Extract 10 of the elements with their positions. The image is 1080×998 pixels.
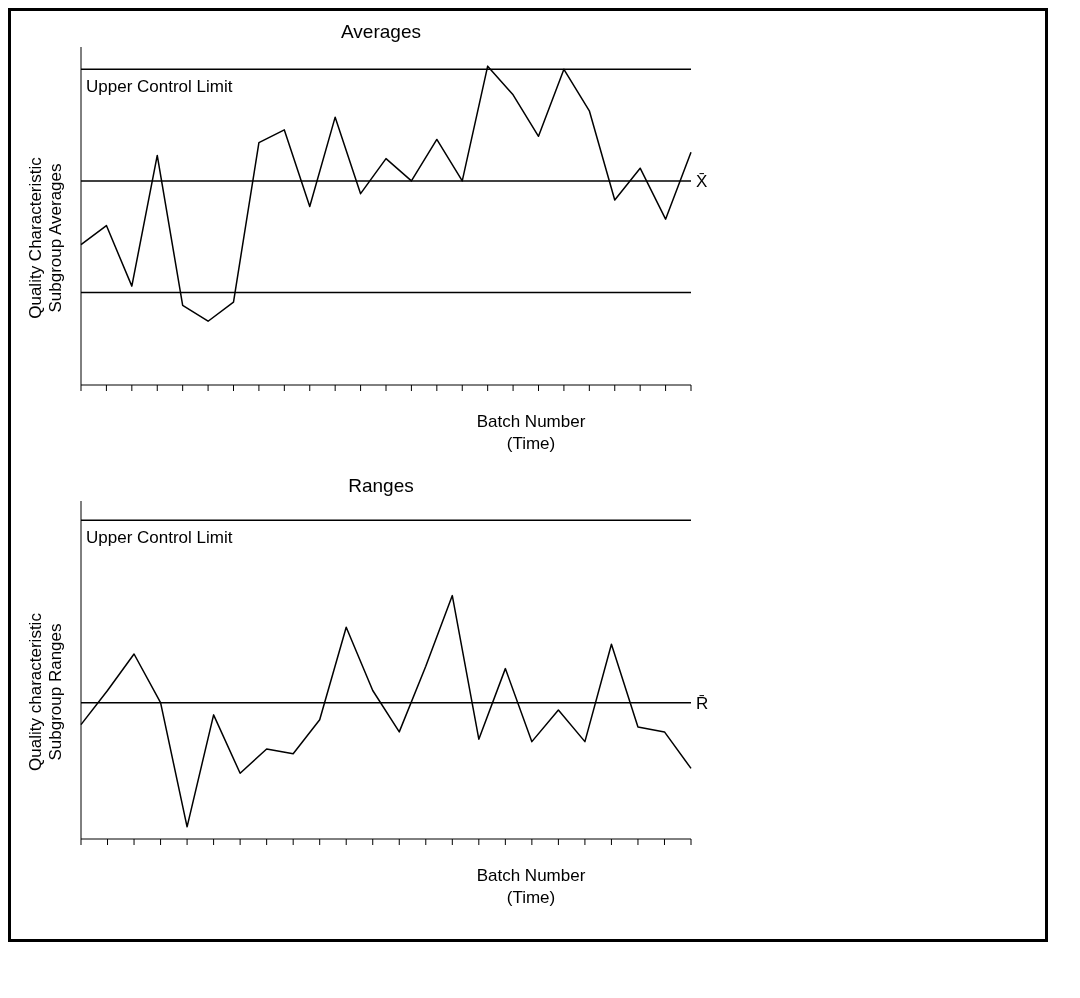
x-axis-title: Batch Number (Time) xyxy=(475,865,587,909)
y-axis-title: Quality characteristic Subgroup Ranges xyxy=(26,613,66,771)
chart-title: Averages xyxy=(340,21,422,43)
ref-line-label: R̄ xyxy=(696,693,709,713)
x-axis-title: Batch Number (Time) xyxy=(475,411,587,455)
ref-line-label: Upper Control Limit xyxy=(86,77,233,97)
chart-title: Ranges xyxy=(347,475,415,497)
ref-line-label: X̄ xyxy=(696,171,708,191)
y-axis-title: Quality Characteristic Subgroup Averages xyxy=(26,157,66,319)
ref-line-label: Upper Control Limit xyxy=(86,528,233,548)
